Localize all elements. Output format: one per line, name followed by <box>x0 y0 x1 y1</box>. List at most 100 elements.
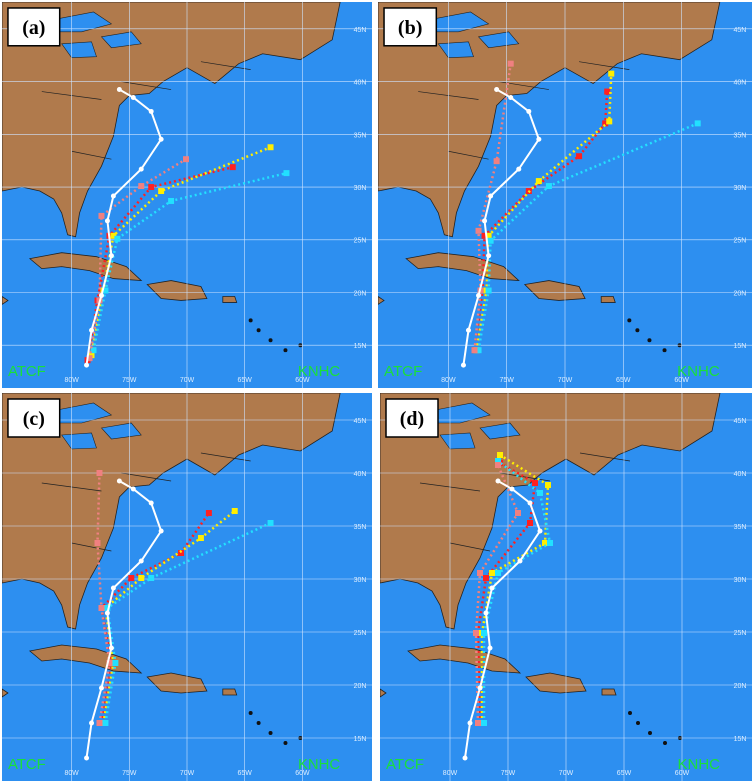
lat-label: 45N <box>354 27 367 34</box>
land <box>600 296 616 303</box>
observed-marker <box>489 585 495 591</box>
track-marker <box>104 605 111 611</box>
track-marker <box>485 232 492 239</box>
observed-marker <box>110 585 116 591</box>
panel-label: (c) <box>23 408 45 430</box>
lon-label: 65W <box>238 377 253 384</box>
track-marker <box>110 232 117 239</box>
track-marker <box>545 183 552 190</box>
lon-label: 70W <box>558 377 573 384</box>
source-left: ATCF <box>8 363 46 380</box>
source-right: KNHC <box>677 756 720 773</box>
forecast-track <box>92 171 287 351</box>
island <box>248 711 253 715</box>
island <box>283 741 288 745</box>
track-marker <box>86 355 93 362</box>
border <box>200 452 251 462</box>
observed-marker <box>84 362 90 368</box>
border <box>200 61 251 70</box>
lat-label: 15N <box>354 736 367 743</box>
observed-marker <box>537 528 543 534</box>
track-marker <box>485 287 492 294</box>
track-marker <box>481 630 487 636</box>
lat-label: 25N <box>734 630 747 637</box>
lon-label: 60W <box>295 770 310 777</box>
lat-label: 40N <box>354 80 367 87</box>
island <box>648 731 652 735</box>
track-marker <box>138 183 145 190</box>
forecast-track <box>102 510 236 724</box>
label-box <box>7 7 61 47</box>
lon-label: 75W <box>122 770 137 777</box>
observed-marker <box>526 108 532 114</box>
island <box>268 338 273 343</box>
lon-label: 80W <box>64 770 79 777</box>
lat-label: 20N <box>733 291 746 298</box>
observed-marker <box>148 500 154 506</box>
track-marker <box>158 188 165 195</box>
source-left: ATCF <box>386 756 424 773</box>
observed-marker <box>482 218 488 224</box>
lake <box>61 432 97 450</box>
map-panel: 45N 40N 35N 30N 25N 20N 15N 80W 75W 70W 65W 60W (d) A… <box>380 393 752 781</box>
border <box>71 150 112 160</box>
lon-label: 75W <box>499 377 514 384</box>
lat-label: 25N <box>354 238 367 245</box>
lat-label: 35N <box>354 132 367 139</box>
track-marker <box>495 458 501 464</box>
lon-label: 60W <box>675 770 690 777</box>
land <box>222 688 238 696</box>
observed-marker <box>483 610 489 616</box>
lat-label: 15N <box>733 343 746 350</box>
land <box>380 688 387 698</box>
observed-marker <box>488 193 494 199</box>
track-marker <box>475 227 482 234</box>
island <box>268 731 273 735</box>
forecast-track <box>475 73 613 351</box>
track-marker <box>96 720 103 726</box>
lat-label: 40N <box>354 471 367 478</box>
track-marker <box>283 170 290 177</box>
island <box>627 318 632 323</box>
lon-label: 75W <box>501 770 516 777</box>
observed-marker <box>476 292 482 298</box>
track-marker <box>495 462 501 468</box>
track-marker <box>114 235 121 242</box>
label-box <box>385 398 439 438</box>
lon-label: 80W <box>441 377 456 384</box>
border <box>71 542 112 552</box>
observed-marker <box>516 166 522 172</box>
land <box>525 672 587 694</box>
track-marker <box>267 144 274 151</box>
source-left: ATCF <box>8 756 46 773</box>
track-marker <box>229 164 236 171</box>
observed-marker <box>148 108 154 114</box>
track-marker <box>542 540 548 546</box>
lat-label: 30N <box>734 577 747 584</box>
panel-label: (b) <box>398 17 423 39</box>
land <box>380 393 721 630</box>
lat-label: 30N <box>733 185 746 192</box>
lat-label: 45N <box>734 418 747 425</box>
lat-label: 30N <box>354 577 367 584</box>
source-right: KNHC <box>298 756 340 773</box>
track-marker <box>106 660 113 666</box>
land <box>146 280 208 301</box>
track-marker <box>545 482 551 488</box>
track-marker <box>495 570 501 576</box>
observed-marker <box>517 558 523 564</box>
track-marker <box>489 570 495 576</box>
track-marker <box>178 550 185 556</box>
observed-marker <box>116 87 122 93</box>
observed-marker <box>495 478 501 484</box>
panel-label: (a) <box>22 17 45 39</box>
forecast-track <box>476 461 537 724</box>
land <box>405 252 520 282</box>
track-marker <box>148 575 155 581</box>
border <box>579 452 631 462</box>
track-marker <box>515 510 521 516</box>
border <box>579 61 630 70</box>
observed-marker <box>89 327 95 333</box>
land <box>523 280 586 301</box>
observed-marker <box>536 136 542 142</box>
